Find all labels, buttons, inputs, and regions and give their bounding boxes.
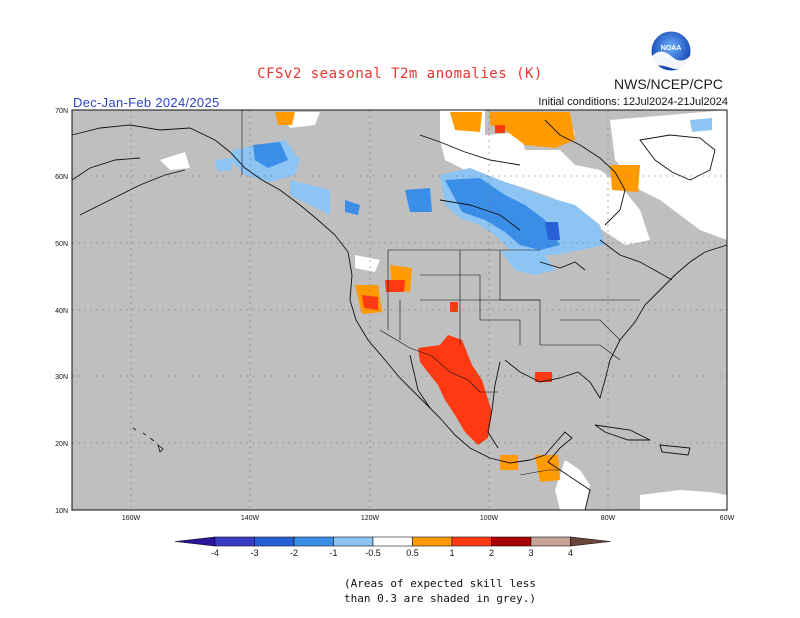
colorbar-bin xyxy=(333,536,374,547)
colorbar-tick-label: 1 xyxy=(449,548,454,558)
lon-tick-label: 140W xyxy=(241,515,260,522)
skill-note-line: than 0.3 are shaded in grey.) xyxy=(343,592,537,605)
skill-note: (Areas of expected skill less than 0.3 a… xyxy=(0,576,800,606)
map-title: CFSv2 seasonal T2m anomalies (K) xyxy=(257,66,543,82)
graticule xyxy=(72,110,727,510)
colorbar-bin xyxy=(491,536,532,547)
colorbar-tick-label: -3 xyxy=(250,548,258,558)
colorbar-tick-label: 0.5 xyxy=(406,548,419,558)
colorbar-tick-label: -0.5 xyxy=(365,548,381,558)
colorbar-tick-label: -4 xyxy=(211,548,219,558)
coastlines xyxy=(71,119,728,511)
colorbar-bin xyxy=(372,536,413,547)
colorbar-tick-label: 2 xyxy=(489,548,494,558)
lat-tick-label: 50N xyxy=(55,241,68,248)
lon-tick-label: 120W xyxy=(361,515,380,522)
lon-tick-label: 60W xyxy=(720,515,735,522)
lon-axis: 160W 140W 120W 100W 80W 60W xyxy=(122,515,735,522)
warm-anomalies xyxy=(275,112,640,482)
lon-tick-label: 100W xyxy=(480,515,499,522)
colorbar-bin xyxy=(412,536,453,547)
colorbar-bin xyxy=(451,536,492,547)
initial-conditions-label: Initial conditions: 12Jul2024-21Jul2024 xyxy=(538,96,728,108)
agency-label: NWS/NCEP/CPC xyxy=(614,76,723,92)
cold-anomalies xyxy=(215,118,712,275)
colorbar-tick-label: 3 xyxy=(528,548,533,558)
lat-tick-label: 40N xyxy=(55,308,68,315)
lat-tick-label: 70N xyxy=(55,108,68,115)
lon-tick-label: 80W xyxy=(601,515,616,522)
colorbar-bin xyxy=(214,536,255,547)
map-frame xyxy=(71,109,728,511)
colorbar-tick-label: 4 xyxy=(568,548,573,558)
lat-tick-label: 10N xyxy=(55,508,68,515)
colorbar-tick-label: -2 xyxy=(290,548,298,558)
lat-tick-label: 20N xyxy=(55,441,68,448)
lat-tick-label: 30N xyxy=(55,374,68,381)
lat-tick-label: 60N xyxy=(55,174,68,181)
colorbar: -4 -3 -2 -1 -0.5 0.5 1 2 3 4 xyxy=(174,536,611,558)
season-label: Dec-Jan-Feb 2024/2025 xyxy=(73,95,220,110)
colorbar-bin xyxy=(293,536,334,547)
political-borders xyxy=(241,110,640,476)
lon-tick-label: 160W xyxy=(122,515,141,522)
skill-note-line: (Areas of expected skill less xyxy=(343,577,537,590)
colorbar-bin xyxy=(530,536,571,547)
lat-axis: 70N 60N 50N 40N 30N 20N 10N xyxy=(55,108,68,515)
colorbar-bin xyxy=(254,536,295,547)
colorbar-tick-label: -1 xyxy=(329,548,337,558)
colorbar-bin xyxy=(174,536,216,547)
colorbar-bin xyxy=(570,536,611,547)
hawaii-islands xyxy=(132,427,164,453)
